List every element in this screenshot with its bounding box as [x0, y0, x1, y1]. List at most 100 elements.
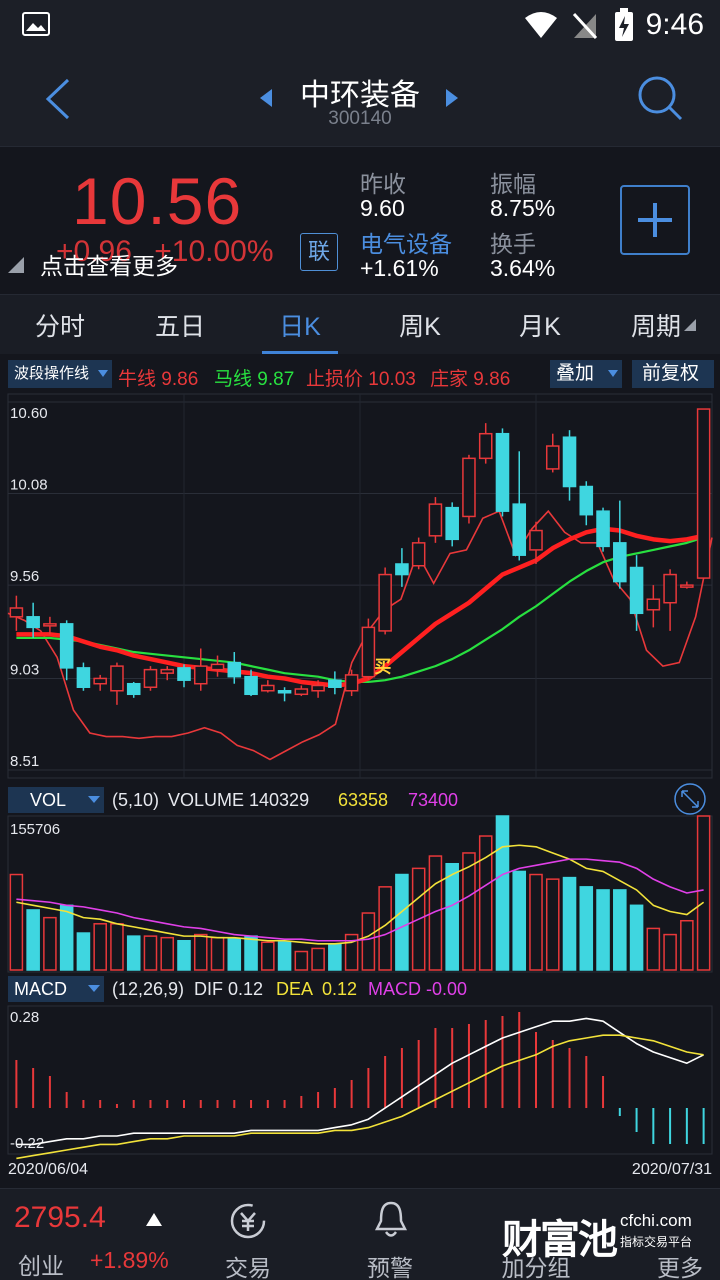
- period-tab-bar: 分时 五日 日K 周K 月K 周期: [0, 294, 720, 354]
- watermark-brand: 财富池: [502, 1218, 618, 1262]
- candle-up: [160, 668, 175, 674]
- vol-bar-up: [143, 935, 158, 971]
- search-icon[interactable]: [636, 74, 684, 124]
- candle-up: [9, 607, 24, 618]
- candle-up: [462, 457, 476, 518]
- vol-bar-down: [629, 904, 644, 971]
- candle-down: [495, 432, 510, 512]
- candle-up: [344, 674, 359, 692]
- quote-panel[interactable]: 10.56 +0.96 +10.00% 点击查看更多 联 昨收 9.60 电气设…: [0, 146, 720, 292]
- watermark-slogan: 指标交易平台: [620, 1235, 693, 1249]
- candle-down: [613, 542, 627, 583]
- view-more-hint[interactable]: 点击查看更多: [40, 253, 178, 279]
- tab-weekly-k[interactable]: 周K: [399, 313, 441, 341]
- price-tick-label: 10.60: [10, 405, 48, 422]
- battery-charging-icon: [615, 8, 633, 41]
- vol-bar-down: [445, 862, 459, 971]
- price-tick-label: 9.56: [10, 568, 39, 585]
- kline-chart-area[interactable]: 10.60 10.08 9.56 9.03 8.51 买 VOL (5,10) VOLUME 1…: [0, 392, 720, 1182]
- active-tab-indicator: [262, 351, 338, 354]
- candle-up: [478, 432, 493, 460]
- vol-name: VOL: [30, 790, 66, 810]
- candle-down: [579, 485, 594, 516]
- vol-bar-up: [545, 878, 560, 971]
- expand-arrows: [681, 790, 699, 808]
- ma-label: 马线: [214, 369, 253, 390]
- vol-bar-down: [596, 889, 610, 971]
- tab-daily-k[interactable]: 日K: [279, 313, 321, 341]
- status-time: 9:46: [645, 8, 704, 41]
- candle-down: [328, 679, 342, 688]
- candle-up: [646, 598, 661, 611]
- zhuang-readout: 庄家 9.86: [430, 364, 548, 391]
- vol-bar-up: [9, 873, 24, 971]
- candle-up: [529, 529, 543, 551]
- vol-bar-down: [613, 889, 627, 971]
- trade-icon[interactable]: [228, 1201, 268, 1241]
- bell-icon[interactable]: [374, 1199, 408, 1241]
- candle-down: [596, 510, 610, 548]
- start-date: 2020/06/04: [8, 1161, 88, 1178]
- vol-bar-up: [361, 912, 376, 971]
- price-tick-label: 10.08: [10, 477, 48, 494]
- alert-label[interactable]: 预警: [367, 1255, 413, 1280]
- candle-up: [193, 665, 208, 685]
- index-value[interactable]: 2795.4: [14, 1201, 106, 1234]
- index-name[interactable]: 创业: [18, 1253, 64, 1279]
- vol-bar-down: [126, 935, 141, 971]
- stop-loss-readout: 止损价 10.03: [306, 364, 416, 391]
- candle-down: [562, 436, 577, 488]
- vol-bar-up: [93, 923, 107, 971]
- turnover-value: 3.64%: [490, 255, 556, 281]
- vol-bar-down: [227, 938, 242, 971]
- turnover-label: 换手: [490, 231, 536, 257]
- vol-params: (5,10): [112, 790, 159, 810]
- vol-bar-down: [177, 939, 191, 971]
- watchlist-label[interactable]: 加分组: [501, 1255, 571, 1280]
- stop-label: 止损价: [306, 369, 364, 390]
- vol-volume: VOLUME 140329: [168, 790, 309, 810]
- strategy-dropdown[interactable]: 波段操作线: [8, 360, 112, 388]
- vol-bar-down: [244, 935, 258, 971]
- back-arrow-icon[interactable]: [42, 78, 74, 120]
- candle-down: [445, 506, 459, 541]
- vol-bar-up: [428, 855, 443, 971]
- current-price: 10.56: [72, 164, 243, 238]
- tab-five-day[interactable]: 五日: [154, 313, 205, 341]
- bottom-bar: 2795.4 创业 +1.89% 交易 预警 加分组 更多 财富池 cfchi.…: [0, 1188, 720, 1280]
- adjust-button[interactable]: 前复权: [632, 360, 714, 388]
- overlay-dropdown[interactable]: 叠加: [550, 360, 622, 388]
- next-stock-icon[interactable]: [444, 88, 460, 108]
- tab-monthly-k[interactable]: 月K: [519, 313, 561, 341]
- stop-value: 10.03: [368, 369, 416, 390]
- prev-stock-icon[interactable]: [258, 88, 274, 108]
- price-tick-label: 9.03: [10, 661, 39, 678]
- macd-name: MACD: [14, 979, 67, 999]
- add-watchlist-button[interactable]: [620, 185, 690, 255]
- candle-up: [696, 408, 711, 579]
- vol-bar-up: [43, 916, 57, 971]
- tab-intraday[interactable]: 分时: [34, 313, 85, 341]
- stock-name: 中环装备: [300, 79, 420, 112]
- candle-up: [210, 663, 225, 671]
- ma-line-readout: 马线 9.87: [214, 364, 294, 391]
- candle-up: [428, 503, 443, 537]
- vol-bar-up: [646, 927, 661, 971]
- vol-bar-up: [478, 835, 493, 971]
- sector-label[interactable]: 电气设备: [360, 231, 452, 257]
- candle-down: [26, 616, 40, 629]
- linked-button[interactable]: 联: [300, 233, 338, 271]
- candle-up: [110, 665, 124, 692]
- more-label[interactable]: 更多: [657, 1255, 703, 1280]
- vol-ma10-line: [16, 858, 704, 942]
- zhuang-value: 9.86: [473, 369, 511, 390]
- trade-label[interactable]: 交易: [225, 1255, 271, 1280]
- tab-period[interactable]: 周期: [630, 313, 681, 341]
- price-tick-label: 8.51: [10, 753, 39, 770]
- vol-bar-down: [512, 870, 527, 971]
- vol-bar-up: [294, 950, 309, 971]
- change-percent: +10.00%: [154, 235, 274, 268]
- candle-down: [395, 563, 409, 576]
- macd-panel-frame: [7, 1005, 713, 1155]
- amplitude-value: 8.75%: [490, 195, 556, 221]
